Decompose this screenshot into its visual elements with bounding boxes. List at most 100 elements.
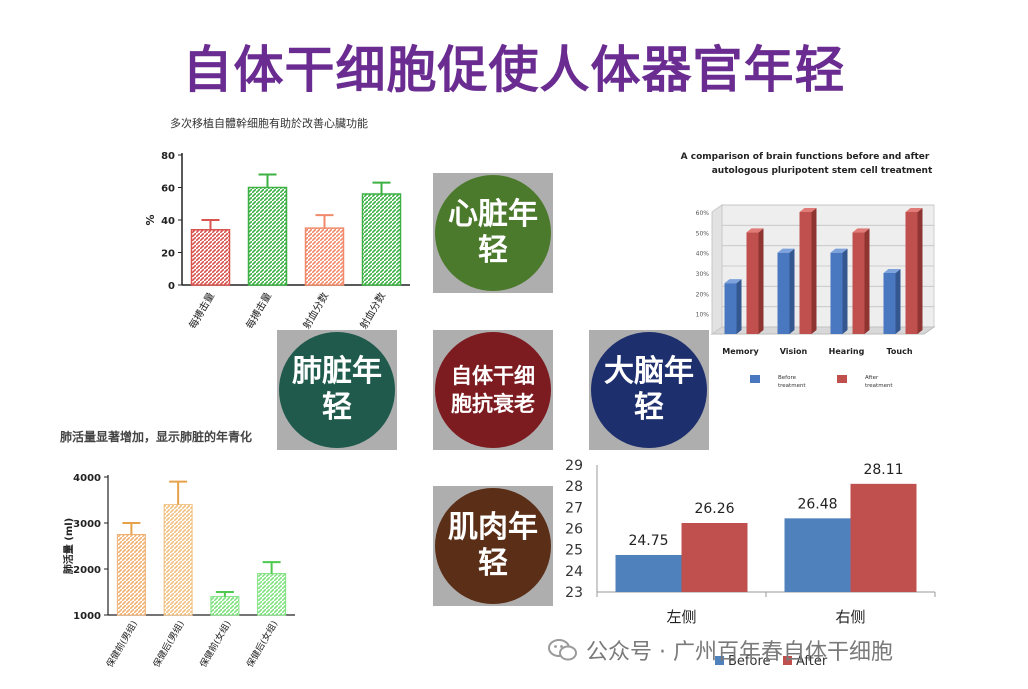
x-tick-label: 每搏击量 — [243, 290, 274, 331]
bar — [163, 504, 193, 616]
legend-label: After — [865, 375, 879, 381]
bar-side — [842, 248, 848, 334]
bar-side — [864, 228, 870, 334]
x-tick-label: Memory — [722, 347, 759, 356]
brain-tile: 大脑年轻 — [589, 330, 709, 450]
bar — [116, 534, 146, 616]
bar-side — [895, 269, 901, 334]
y-tick-label: 40 — [161, 216, 175, 227]
bar-front — [799, 212, 812, 334]
muscle-label: 肌肉年轻 — [448, 510, 538, 581]
side-wall — [711, 204, 723, 335]
bar — [681, 522, 748, 592]
center-circle: 自体干细胞抗衰老 — [435, 332, 551, 448]
bar — [257, 573, 287, 616]
chart-title-line2: autologous pluripotent stem cell treatme… — [712, 166, 933, 176]
center-label: 自体干细胞抗衰老 — [451, 364, 535, 416]
legend-swatch — [715, 656, 724, 665]
y-tick-label: 40% — [696, 251, 710, 258]
heart-label: 心脏年轻 — [448, 197, 538, 268]
bar-front — [883, 273, 896, 334]
bar — [304, 227, 345, 286]
heart-tile: 心脏年轻 — [433, 173, 553, 293]
chart-title: 肺活量显著增加，显示肺脏的年青化 — [60, 429, 252, 444]
lung-circle: 肺脏年轻 — [279, 332, 395, 448]
muscle-comparison-chart: 23 24 25 26 27 28 29 24.75 26.26 左侧 26.48 28.11 右侧 Be… — [555, 455, 945, 687]
x-tick-label: Hearing — [829, 347, 865, 356]
x-tick-label: 保健前(女组) — [197, 619, 233, 670]
bar-top — [777, 248, 795, 253]
bar-side — [811, 208, 817, 334]
y-tick-label: 1000 — [73, 611, 101, 622]
x-tick-label: 左侧 — [666, 608, 696, 626]
y-tick-label: 60 — [161, 184, 175, 195]
legend-swatch — [837, 375, 847, 383]
x-tick-label: 保健后(女组) — [244, 619, 280, 670]
bar — [247, 186, 288, 286]
brain-label: 大脑年轻 — [604, 354, 694, 425]
bar — [784, 518, 851, 592]
y-tick-label: 20 — [161, 249, 175, 260]
bar-side — [789, 248, 795, 334]
bar — [615, 554, 682, 592]
wechat-icon — [548, 639, 577, 661]
y-axis-label: % — [144, 214, 157, 225]
x-tick-label: Touch — [886, 347, 912, 356]
y-tick-label: 24 — [565, 564, 583, 580]
legend-label: treatment — [778, 383, 806, 389]
bar-top — [883, 269, 901, 273]
page-title: 自体干细胞促使人体器官年轻 — [182, 41, 846, 99]
data-label: 24.75 — [628, 533, 668, 549]
y-tick-label: 25 — [565, 543, 583, 559]
legend-swatch — [750, 375, 760, 383]
bar-front — [852, 232, 865, 334]
bar — [190, 229, 231, 286]
y-axis-label: 肺活量 (ml) — [62, 518, 75, 574]
muscle-tile: 肌肉年轻 — [433, 486, 553, 606]
y-tick-label: 29 — [565, 458, 583, 474]
heart-circle: 心脏年轻 — [435, 175, 551, 291]
x-tick-label: 保健后(男组) — [150, 619, 186, 670]
bar-top — [746, 228, 764, 233]
lung-capacity-chart: 肺活量显著增加，显示肺脏的年青化 1000 2000 3000 4000 肺活量 (ml)… — [50, 425, 310, 680]
lung-tile: 肺脏年轻 — [277, 330, 397, 450]
y-tick-label: 0 — [168, 281, 175, 292]
muscle-circle: 肌肉年轻 — [435, 488, 551, 604]
floor — [710, 326, 936, 335]
bar-top — [799, 208, 817, 212]
y-tick-label: 26 — [565, 522, 583, 538]
legend-label: After — [796, 654, 828, 669]
bar-top — [905, 208, 923, 212]
legend-label: Before — [728, 654, 771, 669]
y-tick-label: 3000 — [73, 519, 101, 530]
bar-front — [905, 212, 918, 334]
legend-label: Before — [778, 375, 797, 381]
brain-function-chart: A comparison of brain functions before a… — [672, 140, 942, 400]
y-tick-label: 27 — [565, 500, 583, 516]
y-tick-label: 23 — [565, 585, 583, 601]
center-tile: 自体干细胞抗衰老 — [433, 330, 553, 450]
legend-label: treatment — [865, 383, 893, 389]
data-label: 28.11 — [863, 462, 903, 478]
bar-top — [724, 279, 742, 284]
x-tick-label: 射血分数 — [300, 290, 331, 331]
bar — [210, 596, 240, 616]
x-tick-label: 保健前(男组) — [104, 619, 140, 670]
bar-front — [777, 252, 790, 334]
bar-top — [830, 248, 848, 253]
x-tick-label: Vision — [780, 347, 808, 356]
brain-circle: 大脑年轻 — [591, 332, 707, 448]
legend-swatch — [783, 656, 792, 665]
bar — [850, 483, 917, 592]
y-tick-label: 10% — [696, 312, 710, 319]
heart-function-chart: 多次移植自體幹细胞有助於改善心臟功能 0 20 40 60 80% 每搏击量 每搏击量 射血分数… — [140, 105, 420, 335]
bar — [361, 193, 402, 286]
chart-title: 多次移植自體幹细胞有助於改善心臟功能 — [170, 116, 368, 130]
bar-top — [852, 228, 870, 233]
bar-front — [746, 232, 759, 334]
watermark-text: 公众号 · 广州百年春自体干细胞 — [586, 640, 893, 665]
bar-side — [758, 228, 764, 334]
x-tick-label: 右侧 — [835, 608, 865, 626]
x-tick-label: 射血分数 — [357, 290, 388, 331]
y-tick-label: 30% — [696, 271, 710, 278]
